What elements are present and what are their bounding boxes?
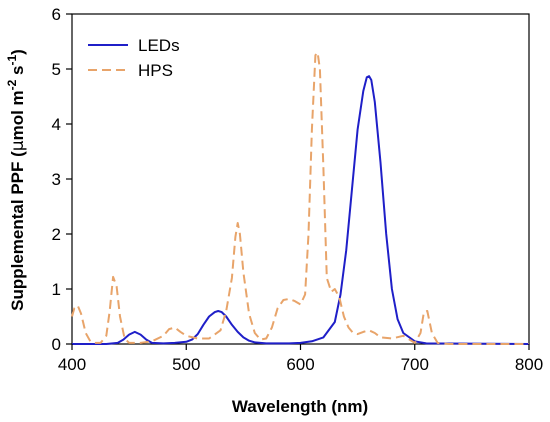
y-axis-title-exp1: -2 [5,79,19,90]
x-tick-label: 500 [172,355,200,374]
y-tick-label: 3 [52,170,61,189]
y-axis-title-exp2: -1 [5,54,19,65]
y-tick-label: 0 [52,335,61,354]
legend: LEDs HPS [88,36,180,80]
y-axis-ticks: 0 1 2 3 4 5 6 [52,5,72,354]
y-axis-title: Supplemental PPF (µmol m-2 s-1) [5,49,28,311]
x-tick-label: 400 [58,355,86,374]
legend-label-hps: HPS [138,61,173,80]
x-tick-label: 600 [286,355,314,374]
x-axis-ticks: 400 500 600 700 800 [58,344,543,374]
x-tick-label: 700 [401,355,429,374]
x-tick-label: 800 [515,355,543,374]
series-layer [71,51,530,345]
series-line-leds [72,75,530,345]
y-tick-label: 4 [52,115,61,134]
series-line-hps [71,51,529,345]
x-axis-title: Wavelength (nm) [232,397,368,416]
y-axis-title-s: s [8,65,27,79]
y-tick-label: 6 [52,5,61,24]
y-tick-label: 1 [52,280,61,299]
y-axis-title-unit: mol m [8,90,27,140]
y-axis-title-suffix: ) [8,49,27,55]
legend-label-leds: LEDs [138,36,180,55]
y-axis-title-mu: µ [8,140,28,151]
y-axis-title-prefix: Supplemental PPF ( [8,151,27,311]
y-tick-label: 5 [52,60,61,79]
y-tick-label: 2 [52,225,61,244]
